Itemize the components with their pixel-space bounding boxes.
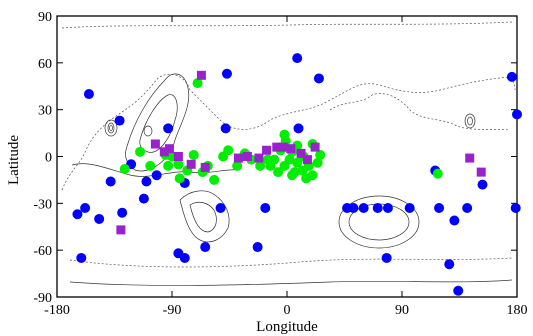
blue-circle-point (151, 170, 162, 181)
blue-circle-point (80, 203, 91, 214)
blue-circle-point (179, 252, 190, 263)
square-point (116, 225, 126, 235)
blue-circle-point (510, 203, 521, 214)
blue-circle-point (117, 207, 128, 218)
blue-circle-point (105, 176, 116, 187)
blue-circle-point (163, 123, 174, 134)
green-circle-point (119, 163, 130, 174)
green-circle-point (287, 170, 298, 181)
green-circle-point (284, 154, 295, 165)
green-circle-point (301, 173, 312, 184)
square-point (272, 142, 282, 152)
blue-circle-point (293, 123, 304, 134)
blue-circle-point (348, 203, 359, 214)
blue-circle-point (260, 203, 271, 214)
blue-circle-point (83, 89, 94, 100)
square-point (200, 162, 210, 172)
blue-circle-point (200, 242, 211, 253)
x-tick-label: -180 (44, 303, 70, 318)
blue-circle-point (506, 71, 517, 82)
blue-circle-point (141, 176, 152, 187)
green-circle-point (432, 168, 443, 179)
green-circle-point (273, 167, 284, 178)
blue-circle-point (381, 252, 392, 263)
blue-circle-point (114, 115, 125, 126)
y-tick-label: -90 (33, 291, 52, 306)
blue-circle-point (382, 203, 393, 214)
y-tick-label: 30 (38, 104, 52, 119)
green-circle-point (135, 146, 146, 157)
blue-circle-point (358, 203, 369, 214)
y-tick-label: 0 (45, 151, 52, 166)
square-point (278, 142, 288, 152)
square-point (302, 155, 312, 165)
green-circle-point (174, 173, 185, 184)
square-point (254, 153, 264, 163)
green-circle-point (209, 174, 220, 185)
green-circle-point (173, 159, 184, 170)
green-circle-point (292, 157, 303, 168)
y-tick-label: 90 (38, 10, 52, 25)
square-point (476, 167, 486, 177)
green-circle-point (265, 160, 276, 171)
green-circle-point (255, 160, 266, 171)
blue-circle-point (313, 73, 324, 84)
blue-circle-point (453, 285, 464, 296)
y-axis-label: Latitude (6, 135, 22, 185)
x-tick-label: 90 (395, 303, 409, 318)
green-circle-point (145, 160, 156, 171)
green-circle-point (163, 160, 174, 171)
square-point (286, 144, 296, 154)
y-tick-label: -30 (33, 197, 52, 212)
square-point (310, 142, 320, 152)
green-circle-point (188, 149, 199, 160)
square-point (465, 153, 475, 163)
y-tick-label: -60 (33, 244, 52, 259)
blue-circle-point (221, 68, 232, 79)
blue-circle-point (404, 203, 415, 214)
data-points (72, 53, 522, 296)
blue-circle-point (444, 259, 455, 270)
x-tick-label: 0 (284, 303, 291, 318)
square-point (242, 152, 252, 161)
green-circle-point (312, 157, 323, 168)
square-point (150, 139, 160, 149)
blue-circle-point (477, 179, 488, 190)
square-point (196, 70, 206, 80)
x-tick-label: -90 (163, 303, 182, 318)
blue-circle-point (372, 203, 383, 214)
square-point (164, 144, 174, 154)
x-tick-label: 180 (507, 303, 528, 318)
green-circle-point (297, 165, 308, 176)
square-point (159, 147, 169, 157)
blue-circle-point (94, 213, 105, 224)
blue-circle-point (76, 252, 87, 263)
blue-circle-point (252, 242, 263, 253)
green-circle-point (218, 151, 229, 162)
green-circle-point (315, 149, 326, 160)
square-point (262, 145, 272, 155)
blue-circle-point (512, 109, 522, 120)
blue-circle-point (462, 203, 473, 214)
blue-circle-point (292, 53, 303, 64)
green-circle-point (232, 160, 243, 171)
x-axis-label: Longitude (256, 319, 318, 335)
y-tick-label: 60 (38, 57, 52, 72)
square-point (296, 148, 306, 158)
blue-circle-point (434, 203, 445, 214)
square-point (186, 159, 196, 169)
square-point (233, 153, 243, 163)
green-circle-point (192, 78, 203, 89)
blue-circle-point (72, 209, 83, 220)
square-point (173, 152, 183, 161)
blue-circle-point (138, 193, 149, 204)
blue-circle-point (215, 203, 226, 214)
blue-circle-point (220, 123, 231, 134)
blue-circle-point (449, 215, 460, 226)
